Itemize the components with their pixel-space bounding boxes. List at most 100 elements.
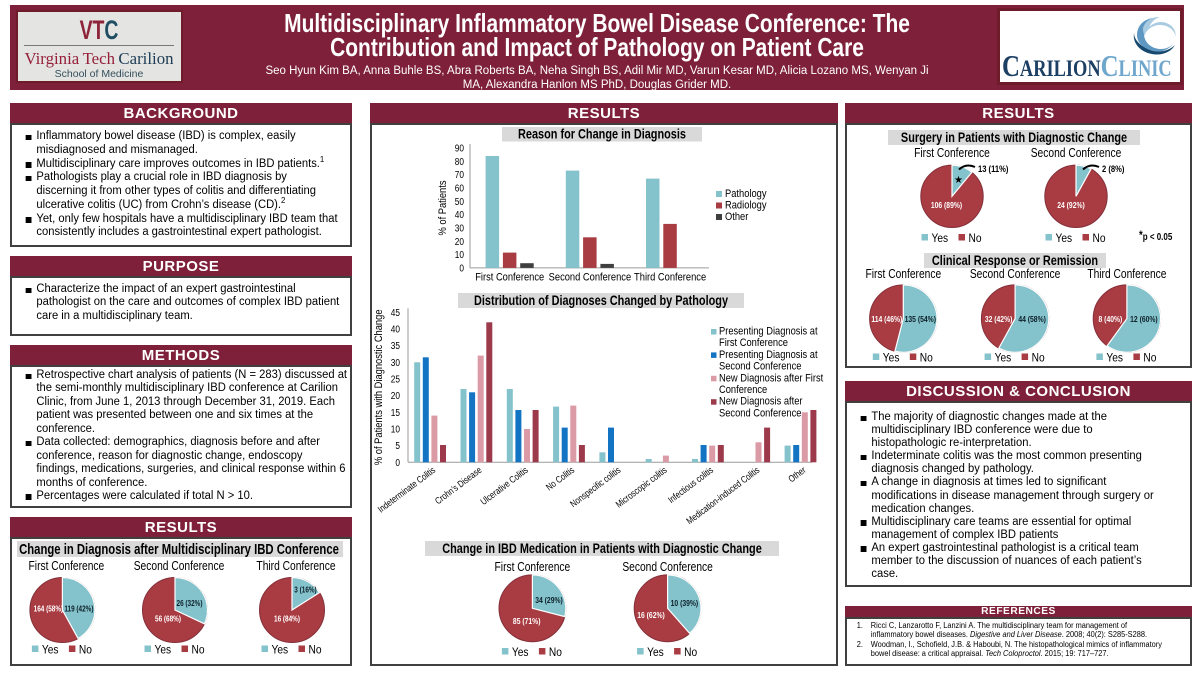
svg-text:106 (89%): 106 (89%)	[931, 200, 963, 210]
svg-text:0: 0	[459, 263, 464, 274]
svg-text:Presenting Diagnosis at: Presenting Diagnosis at	[719, 349, 818, 361]
svg-text:0: 0	[395, 457, 400, 468]
svg-text:8 (40%): 8 (40%)	[1099, 314, 1123, 324]
svg-text:20: 20	[455, 236, 464, 247]
svg-text:Second Conference: Second Conference	[1031, 147, 1122, 160]
svg-text:Yes: Yes	[512, 646, 529, 659]
svg-text:Third Conference: Third Conference	[634, 272, 706, 284]
svg-text:60: 60	[455, 183, 464, 194]
svg-text:30: 30	[455, 223, 464, 234]
svg-text:25: 25	[391, 374, 400, 385]
svg-text:114 (46%): 114 (46%)	[871, 314, 902, 324]
svg-text:First Conference: First Conference	[865, 268, 941, 281]
svg-text:Second Conference: Second Conference	[134, 560, 225, 573]
svg-text:First Conference: First Conference	[719, 338, 788, 350]
svg-text:Yes: Yes	[932, 232, 949, 245]
svg-text:45: 45	[391, 307, 400, 318]
svg-text:Change in Diagnosis after Mult: Change in Diagnosis after Multidisciplin…	[19, 541, 339, 558]
svg-text:Radiology: Radiology	[725, 200, 767, 212]
svg-text:Second Conference: Second Conference	[719, 361, 802, 373]
svg-text:No: No	[969, 232, 982, 245]
svg-text:16 (84%): 16 (84%)	[274, 614, 300, 624]
svg-text:Crohn’s Disease: Crohn’s Disease	[433, 464, 484, 506]
svg-text:Presenting Diagnosis at: Presenting Diagnosis at	[719, 326, 818, 338]
svg-text:135 (54%): 135 (54%)	[905, 314, 937, 324]
svg-text:No: No	[1093, 232, 1106, 245]
svg-text:Yes: Yes	[647, 646, 664, 659]
svg-text:40: 40	[391, 324, 400, 335]
svg-text:VTC: VTC	[80, 15, 119, 45]
svg-text:40: 40	[455, 209, 464, 220]
svg-text:Surgery in Patients with Diagn: Surgery in Patients with Diagnostic Chan…	[901, 130, 1127, 146]
svg-text:3 (16%): 3 (16%)	[294, 585, 317, 595]
svg-text:10: 10	[455, 249, 464, 260]
svg-text:No: No	[192, 644, 205, 657]
svg-text:13 (11%): 13 (11%)	[978, 163, 1009, 174]
svg-text:No: No	[79, 644, 92, 657]
svg-text:44 (58%): 44 (58%)	[1018, 314, 1046, 324]
svg-text:10: 10	[391, 424, 400, 435]
svg-text:Second Conference: Second Conference	[970, 268, 1061, 281]
svg-text:Second Conference: Second Conference	[719, 408, 802, 420]
svg-text:*p < 0.05: *p < 0.05	[1139, 229, 1172, 242]
svg-text:Yes: Yes	[155, 644, 172, 657]
svg-text:15: 15	[391, 407, 400, 418]
svg-text:First Conference: First Conference	[914, 147, 990, 160]
svg-text:24 (92%): 24 (92%)	[1057, 200, 1085, 210]
svg-text:Other: Other	[725, 211, 749, 223]
svg-text:164 (58%): 164 (58%)	[34, 604, 64, 614]
svg-text:% of Patients with Diagnostic: % of Patients with Diagnostic Change	[373, 309, 385, 465]
svg-text:10 (39%): 10 (39%)	[671, 598, 699, 608]
svg-text:5: 5	[395, 440, 400, 451]
svg-text:No: No	[1032, 352, 1045, 365]
svg-text:119 (42%): 119 (42%)	[64, 604, 94, 614]
svg-text:No: No	[684, 646, 697, 659]
svg-text:School of Medicine: School of Medicine	[55, 68, 144, 80]
svg-text:70: 70	[455, 169, 464, 180]
svg-text:No: No	[549, 646, 562, 659]
svg-text:Yes: Yes	[995, 352, 1012, 365]
svg-text:90: 90	[455, 143, 464, 154]
svg-text:★: ★	[954, 175, 963, 186]
svg-text:56 (68%): 56 (68%)	[155, 614, 181, 624]
svg-text:2 (8%): 2 (8%)	[1102, 163, 1124, 174]
svg-text:No: No	[1143, 352, 1156, 365]
svg-text:Distribution of Diagnoses Chan: Distribution of Diagnoses Changed by Pat…	[474, 293, 728, 309]
svg-text:20: 20	[391, 390, 400, 401]
svg-text:Yes: Yes	[883, 352, 900, 365]
svg-text:Second Conference: Second Conference	[549, 272, 632, 284]
svg-text:First Conference: First Conference	[475, 272, 544, 284]
svg-text:34 (29%): 34 (29%)	[535, 595, 563, 605]
svg-text:35: 35	[391, 340, 400, 351]
svg-text:Pathology: Pathology	[725, 188, 767, 200]
svg-text:CARILIONCLINIC: CARILIONCLINIC	[1002, 49, 1172, 82]
svg-text:Third Conference: Third Conference	[256, 560, 335, 573]
svg-text:Yes: Yes	[1056, 232, 1073, 245]
svg-text:Microscopic colitis: Microscopic colitis	[613, 464, 669, 510]
svg-text:New Diagnosis after: New Diagnosis after	[719, 396, 803, 408]
svg-text:50: 50	[455, 196, 464, 207]
svg-text:% of Patients: % of Patients	[437, 181, 449, 236]
svg-text:Other: Other	[786, 464, 808, 484]
svg-text:New Diagnosis after First: New Diagnosis after First	[719, 373, 823, 385]
svg-text:Change in IBD Medication in Pa: Change in IBD Medication in Patients wit…	[442, 541, 762, 557]
svg-text:Third Conference: Third Conference	[1087, 268, 1166, 281]
svg-text:Conference: Conference	[719, 384, 768, 396]
svg-text:85 (71%): 85 (71%)	[513, 616, 541, 626]
svg-text:Yes: Yes	[42, 644, 59, 657]
svg-text:First Conference: First Conference	[495, 561, 571, 574]
svg-text:Ulcerative Colitis: Ulcerative Colitis	[478, 464, 530, 507]
svg-text:12 (60%): 12 (60%)	[1130, 314, 1158, 324]
svg-text:Reason for Change in Diagnosis: Reason for Change in Diagnosis	[518, 126, 686, 142]
svg-text:Indeterminate Colitis: Indeterminate Colitis	[376, 464, 438, 514]
svg-text:Virginia Tech Carilion: Virginia Tech Carilion	[24, 49, 174, 68]
svg-text:Clinical Response or Remission: Clinical Response or Remission	[932, 253, 1098, 269]
svg-text:First Conference: First Conference	[29, 560, 105, 573]
svg-text:Yes: Yes	[272, 644, 289, 657]
svg-text:No: No	[920, 352, 933, 365]
svg-text:No Colitis: No Colitis	[544, 464, 577, 492]
svg-text:26 (32%): 26 (32%)	[177, 598, 203, 608]
svg-text:30: 30	[391, 357, 400, 368]
svg-text:16 (62%): 16 (62%)	[637, 610, 665, 620]
svg-text:32 (42%): 32 (42%)	[985, 314, 1013, 324]
